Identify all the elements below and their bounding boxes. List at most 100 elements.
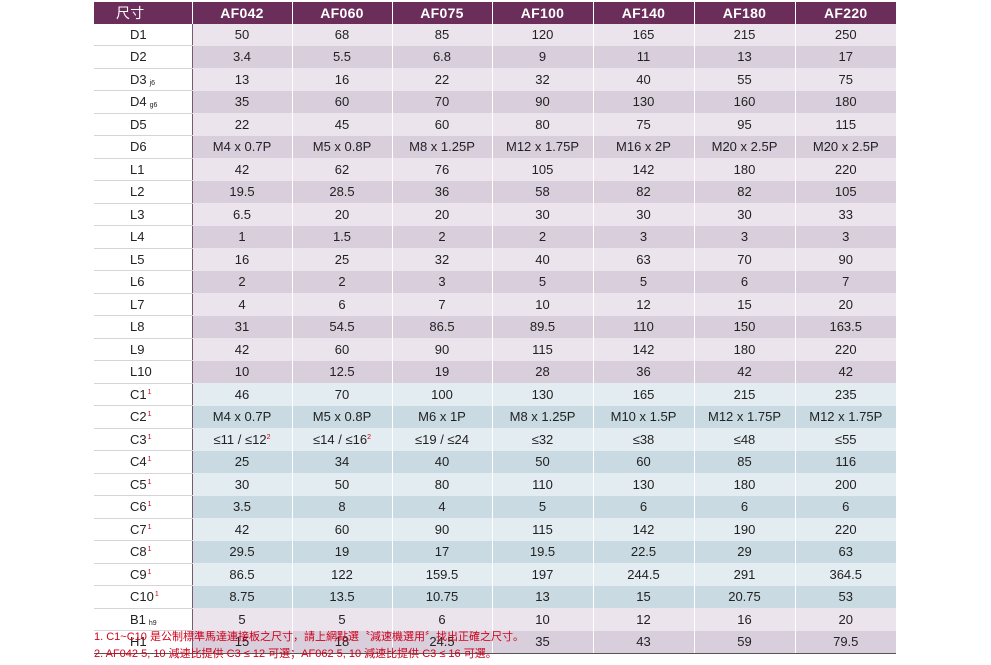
table-cell: 79.5 bbox=[795, 630, 896, 654]
table-row: D4 g6 35 60 70 90 130 160 180 bbox=[94, 90, 896, 114]
cell-value: 3 bbox=[740, 229, 749, 245]
table-cell: 18 bbox=[292, 630, 393, 654]
cell-value: 180 bbox=[733, 476, 756, 492]
row-label-text: L7 bbox=[130, 296, 145, 312]
table-cell: 180 bbox=[694, 338, 796, 361]
cell-value: 15 bbox=[234, 634, 250, 649]
model-header: AF075 bbox=[392, 2, 493, 24]
corner-header: 尺寸 bbox=[94, 2, 193, 24]
table-cell: 58 bbox=[492, 180, 594, 203]
table-cell: 30 bbox=[694, 203, 796, 226]
row-label: C51 bbox=[94, 473, 193, 496]
cell-value: 19.5 bbox=[529, 544, 556, 560]
table-cell: 60 bbox=[292, 518, 393, 541]
cell-value: 235 bbox=[834, 386, 857, 402]
cell-value: 32 bbox=[535, 71, 550, 87]
cell-value: 60 bbox=[434, 116, 450, 132]
footnote-marker: 1 bbox=[147, 568, 152, 576]
footnote-marker: 1 bbox=[147, 411, 152, 419]
cell-value: 10 bbox=[535, 296, 550, 312]
cell-value: 13 bbox=[234, 71, 250, 87]
table-cell: 220 bbox=[795, 338, 896, 361]
table-cell: 70 bbox=[694, 248, 796, 271]
table-cell: 6.5 bbox=[192, 203, 293, 226]
footnote-marker: 2 bbox=[367, 433, 371, 441]
table-cell: 30 bbox=[192, 473, 293, 496]
table-cell: 53 bbox=[795, 585, 896, 608]
cell-value: 22 bbox=[234, 116, 250, 132]
table-cell: 89.5 bbox=[492, 315, 594, 338]
cell-value: 2 bbox=[438, 229, 446, 245]
row-label-text: C10 bbox=[130, 589, 154, 605]
table-cell: 200 bbox=[795, 473, 896, 496]
table-cell: 75 bbox=[795, 68, 896, 91]
table-cell: 220 bbox=[795, 518, 896, 541]
row-label: C81 bbox=[94, 540, 193, 564]
cell-value: 33 bbox=[838, 206, 853, 222]
row-label: D2 bbox=[94, 45, 193, 69]
table-cell: 34 bbox=[292, 450, 393, 473]
table-cell: 15 bbox=[593, 585, 695, 608]
table-cell: 35 bbox=[192, 90, 293, 113]
table-cell: 55 bbox=[694, 68, 796, 91]
table-cell: 20 bbox=[795, 608, 896, 631]
table-cell: 13 bbox=[694, 45, 796, 68]
cell-value: 3 bbox=[438, 274, 446, 290]
table-cell: 28 bbox=[492, 360, 594, 383]
row-label: D5 bbox=[94, 113, 193, 136]
cell-value: 180 bbox=[733, 341, 756, 357]
table-cell: 12 bbox=[593, 608, 695, 631]
cell-value: 130 bbox=[632, 94, 655, 110]
cell-value: 200 bbox=[834, 476, 857, 492]
table-cell: 1.5 bbox=[292, 225, 393, 248]
table-cell: 95 bbox=[694, 113, 796, 136]
cell-value: 42 bbox=[234, 341, 250, 357]
cell-value: M12 x 1.75P bbox=[708, 409, 781, 425]
cell-value: 160 bbox=[733, 94, 756, 110]
table-cell: 90 bbox=[492, 90, 594, 113]
table-cell: 29 bbox=[694, 540, 796, 563]
table-cell: 68 bbox=[292, 23, 393, 46]
table-cell: 82 bbox=[593, 180, 695, 203]
cell-value: ≤19 / ≤24 bbox=[414, 431, 470, 447]
table-cell: 50 bbox=[192, 23, 293, 46]
table-cell: 150 bbox=[694, 315, 796, 338]
model-header: AF100 bbox=[492, 2, 594, 24]
row-label-text: D6 bbox=[130, 139, 147, 155]
table-cell: 10.75 bbox=[392, 585, 493, 608]
table-cell: 80 bbox=[392, 473, 493, 496]
cell-value: 25 bbox=[334, 251, 350, 267]
table-cell: 1 bbox=[192, 225, 293, 248]
table-cell: 165 bbox=[593, 383, 695, 406]
cell-value: 142 bbox=[632, 161, 655, 177]
row-label: L1 bbox=[94, 158, 193, 181]
cell-value: 22.5 bbox=[630, 544, 657, 560]
table-row: C21 M4 x 0.7P M5 x 0.8P M6 x 1P M8 x 1.25P M1… bbox=[94, 405, 896, 429]
table-cell: 46 bbox=[192, 383, 293, 406]
table-cell: 20 bbox=[392, 203, 493, 226]
cell-value: 20 bbox=[334, 206, 350, 222]
cell-value: 25 bbox=[234, 454, 250, 470]
cell-value: ≤32 bbox=[531, 431, 554, 447]
cell-value: ≤38 bbox=[632, 431, 655, 447]
cell-value: ≤55 bbox=[834, 431, 857, 447]
table-cell: M20 x 2.5P bbox=[694, 135, 796, 158]
row-label-text: C1 bbox=[130, 386, 147, 402]
table-row: D6 M4 x 0.7P M5 x 0.8P M8 x 1.25P M12 x 1.75… bbox=[94, 135, 896, 159]
table-cell: 115 bbox=[492, 338, 594, 361]
cell-value: 45 bbox=[334, 116, 350, 132]
cell-value: 55 bbox=[737, 71, 752, 87]
table-cell: 25 bbox=[192, 450, 293, 473]
cell-value: 180 bbox=[834, 94, 857, 110]
cell-value: 2 bbox=[538, 229, 547, 245]
cell-value: 50 bbox=[535, 454, 550, 470]
table-cell: 32 bbox=[392, 248, 493, 271]
row-label-text: L3 bbox=[130, 206, 145, 222]
cell-value: 29 bbox=[737, 544, 752, 560]
table-cell: ≤38 bbox=[593, 428, 695, 451]
cell-value: 2 bbox=[238, 274, 246, 290]
table-cell: 291 bbox=[694, 563, 796, 586]
table-cell: 120 bbox=[492, 23, 594, 46]
row-label-text: D1 bbox=[130, 26, 147, 42]
row-label: C101 bbox=[94, 585, 193, 609]
